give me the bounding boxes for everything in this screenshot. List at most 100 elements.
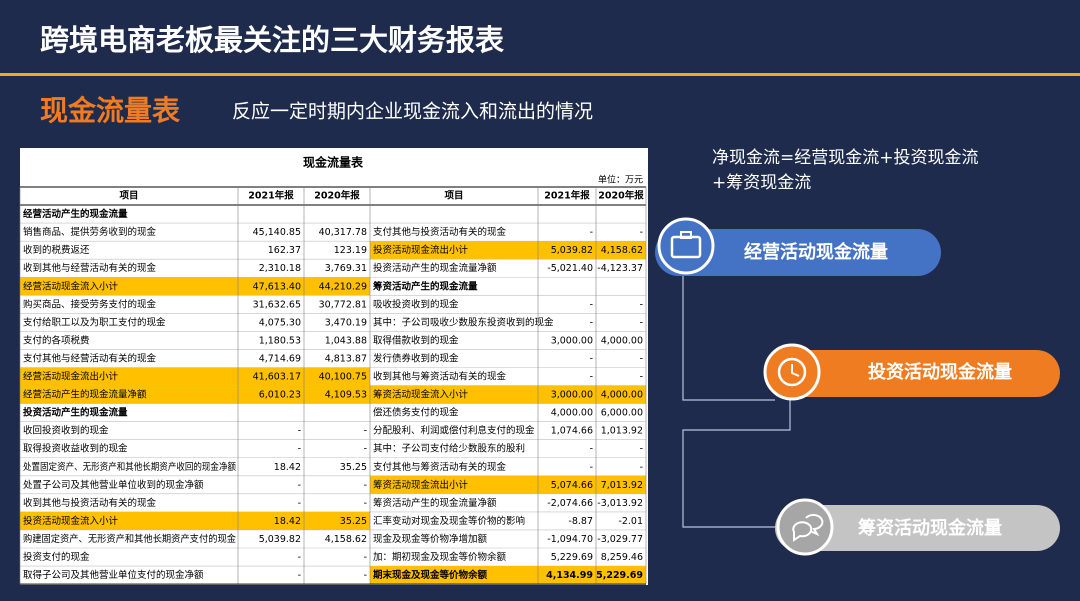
row-value: - (364, 426, 367, 437)
row-item: 发行债券收到的现金 (373, 352, 459, 364)
row-item: 购买商品、接受劳务支付的现金 (23, 298, 157, 310)
row-item: 收回投资收到的现金 (23, 425, 109, 437)
highlight (370, 241, 646, 260)
row-value: 5,074.66 (551, 480, 593, 491)
row-value: -3,029.77 (597, 534, 643, 545)
row-value: 40,100.75 (319, 372, 367, 383)
row-value: -2.01 (618, 516, 643, 527)
row-value: 4,075.30 (259, 317, 301, 328)
highlight (20, 385, 370, 404)
row-value: 5,229.69 (551, 552, 593, 563)
row-item: 投资活动产生的现金流量净额 (373, 262, 497, 274)
table-title: 现金流量表 (303, 155, 364, 170)
row-value: 47,613.40 (253, 281, 301, 292)
row-value: - (590, 444, 593, 455)
row-value: 6,010.23 (259, 390, 301, 401)
pill (775, 505, 1060, 551)
row-value: 5,229.69 (596, 570, 643, 581)
icon (777, 357, 807, 387)
row-value: 1,043.88 (325, 335, 367, 346)
row-value: - (640, 444, 643, 455)
row-value: -2,074.66 (547, 498, 593, 509)
row-value: 1,180.53 (259, 335, 301, 346)
row-item: 处置子公司及其他营业单位收到的现金净额 (23, 479, 204, 491)
row-item: 收到的税费返还 (23, 244, 90, 256)
row-value: -5,021.40 (547, 263, 593, 274)
row-value: 40,317.78 (319, 227, 367, 238)
row-item: 期末现金及现金等价物余额 (373, 569, 488, 581)
row-item: 加：期初现金及现金等价物余额 (373, 551, 507, 563)
title: 跨境电商老板最关注的三大财务报表 (40, 23, 504, 57)
row-item: 筹资活动产生的现金流量净额 (373, 497, 497, 509)
row-item: 筹资活动现金流入小计 (373, 389, 469, 401)
row-value: -3,013.92 (597, 498, 643, 509)
button-label: 经营活动现金流量 (744, 241, 888, 263)
row-value: 3,000.00 (551, 335, 593, 346)
row-value: 4,000.00 (551, 408, 593, 419)
connector (682, 398, 791, 528)
row-item: 取得子公司及其他营业单位支付的现金净额 (23, 569, 204, 581)
row-item: 购建固定资产、无形资产和其他长期资产支付的现金 (23, 533, 236, 545)
row-value: - (640, 227, 643, 238)
row-value: 123.19 (334, 245, 367, 256)
row-value: - (640, 372, 643, 383)
button-investing[interactable]: 投资活动现金流量 (763, 343, 1060, 401)
row-item: 投资活动现金流出小计 (373, 244, 469, 256)
column-header: 项目 (444, 191, 463, 202)
row-item: 偿还债务支付的现金 (373, 407, 459, 419)
row-value: 8,259.46 (601, 552, 643, 563)
icon (805, 514, 824, 537)
row-value: - (364, 444, 367, 455)
table-unit: 单位：万元 (598, 174, 643, 186)
icon (792, 521, 813, 542)
row-item: 其中：子公司支付给少数股东的股利 (373, 443, 525, 455)
row-item: 处置固定资产、无形资产和其他长期资产收回的现金净额 (23, 461, 236, 473)
row-item: 收到其他与投资活动有关的现金 (23, 497, 157, 509)
row-item: 支付给职工以及为职工支付的现金 (23, 316, 166, 328)
row-value: - (590, 462, 593, 473)
row-value: 4,813.87 (325, 353, 367, 364)
icon (680, 231, 692, 239)
button-financing[interactable]: 筹资活动现金流量 (775, 498, 1060, 556)
row-value: 3,769.31 (325, 263, 367, 274)
subtitle: 现金流量表 (40, 94, 180, 127)
row-item: 取得借款收到的现金 (373, 334, 459, 346)
row-value: 4,000.00 (601, 390, 643, 401)
formula-line: +筹资现金流 (712, 173, 811, 193)
row-value: 1,013.92 (601, 426, 643, 437)
row-value: 3,470.19 (325, 317, 367, 328)
highlight (20, 277, 370, 296)
button-operating[interactable]: 经营活动现金流量 (655, 217, 941, 276)
row-value: - (590, 353, 593, 364)
row-value: - (640, 462, 643, 473)
formula-line: 净现金流=经营现金流+投资现金流 (712, 148, 979, 168)
row-value: 7,013.92 (601, 480, 643, 491)
highlight (20, 511, 370, 530)
row-item: 收到其他与筹资活动有关的现金 (373, 371, 507, 383)
row-value: 3,000.00 (551, 390, 593, 401)
row-value: 4,714.69 (259, 353, 301, 364)
icon-circle (776, 498, 834, 556)
row-value: - (640, 299, 643, 310)
row-value: 31,632.65 (253, 299, 301, 310)
row-item: 汇率变动对现金及现金等价物的影响 (373, 515, 525, 527)
cash-flow-table: 现金流量表 单位：万元 项目 2021年报 2020年报 项目 2021年报 2020年报… (19, 148, 648, 585)
row-value: - (590, 372, 593, 383)
row-value: 2,310.18 (259, 263, 301, 274)
row-item: 经营活动产生的现金流量净额 (23, 389, 147, 401)
row-value: 4,158.62 (325, 534, 367, 545)
row-value: - (298, 480, 301, 491)
button-label: 投资活动现金流量 (868, 361, 1012, 383)
pill (770, 350, 1060, 397)
row-value: 45,140.85 (253, 227, 301, 238)
row-value: 35.25 (340, 462, 367, 473)
row-value: 35.25 (340, 516, 367, 527)
row-value: - (590, 317, 593, 328)
row-value: - (298, 444, 301, 455)
row-value: - (364, 552, 367, 563)
row-item: 投资活动现金流入小计 (23, 515, 119, 527)
highlight (370, 475, 646, 494)
row-value: - (298, 570, 301, 581)
